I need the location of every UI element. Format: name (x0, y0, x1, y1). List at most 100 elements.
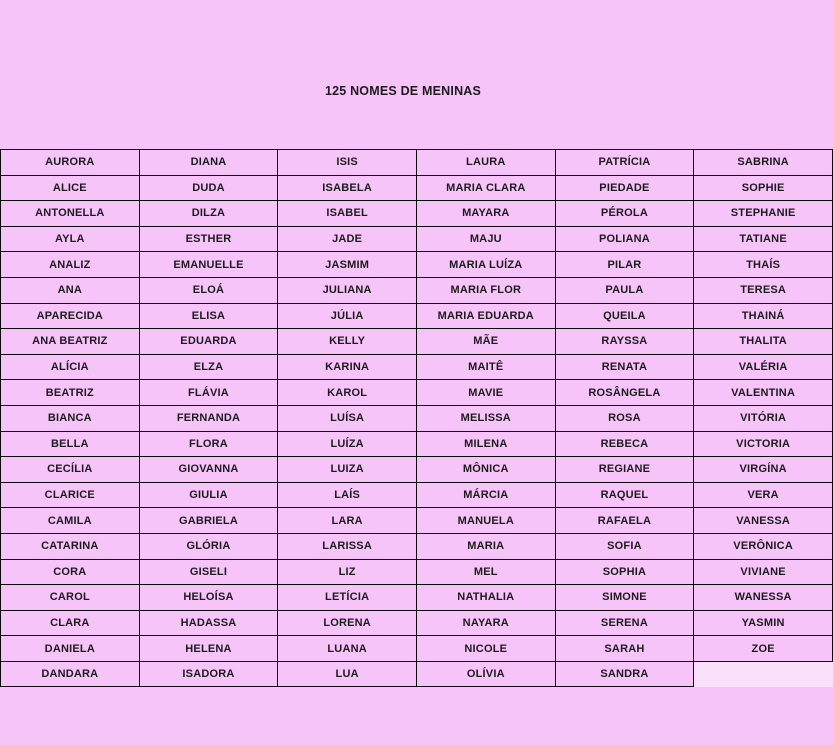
name-cell: JULIANA (277, 276, 417, 304)
table-row: ALICE DUDA ISABELA MARIA CLARA PIEDADE SOPHIE (0, 174, 833, 202)
name-cell: ISABEL (277, 200, 417, 227)
name-cell: MARIA EDUARDA (415, 302, 556, 330)
name-cell: MAVIE (415, 379, 556, 406)
name-cell: YASMIN (693, 609, 833, 637)
name-cell: GIULIA (138, 481, 279, 509)
name-cell: VALENTINA (693, 379, 833, 406)
name-cell: PILAR (554, 251, 695, 278)
empty-cell (693, 660, 833, 687)
name-cell: EDUARDA (138, 328, 279, 355)
name-cell: LUIZA (277, 456, 417, 483)
name-cell: QUEILA (554, 302, 695, 330)
name-cell: THAÍS (693, 251, 833, 278)
name-cell: ANALIZ (0, 251, 140, 278)
name-cell: ELZA (138, 353, 279, 381)
name-cell: JASMIM (277, 251, 417, 278)
name-cell: SERENA (554, 609, 695, 637)
name-cell: RAYSSA (554, 328, 695, 355)
name-cell: PAULA (554, 276, 695, 304)
name-cell: MAYARA (415, 200, 556, 227)
names-table-body: AURORA DIANA ISIS LAURA PATRÍCIA SABRINA ALICE… (0, 149, 833, 688)
name-cell: NATHALIA (415, 584, 556, 611)
name-cell: ELISA (138, 302, 279, 330)
name-cell: LORENA (277, 609, 417, 637)
name-cell: POLIANA (554, 225, 695, 253)
name-cell: MANUELA (415, 507, 556, 534)
table-row: DANIELA HELENA LUANA NICOLE SARAH ZOE (0, 635, 833, 662)
name-cell: APARECIDA (0, 302, 140, 330)
name-cell: MÃE (415, 328, 556, 355)
name-cell: MARIA LUÍZA (415, 251, 556, 278)
name-cell: EMANUELLE (138, 251, 279, 278)
name-cell: MELISSA (415, 404, 556, 432)
name-cell: ANTONELLA (0, 200, 140, 227)
name-cell: DILZA (138, 200, 279, 227)
table-row: BIANCA FERNANDA LUÍSA MELISSA ROSA VITÓRIA (0, 404, 833, 432)
name-cell: FLÁVIA (138, 379, 279, 406)
table-row: CLARA HADASSA LORENA NAYARA SERENA YASMIN (0, 609, 833, 637)
name-cell: GABRIELA (138, 507, 279, 534)
name-cell: BEATRIZ (0, 379, 140, 406)
name-cell: CLARICE (0, 481, 140, 509)
name-cell: NICOLE (415, 635, 556, 662)
table-row: ANTONELLA DILZA ISABEL MAYARA PÉROLA STEPHANI… (0, 200, 833, 227)
name-cell: LUANA (277, 635, 417, 662)
name-cell: DANIELA (0, 635, 140, 662)
name-cell: SARAH (554, 635, 695, 662)
name-cell: LARISSA (277, 532, 417, 560)
name-cell: MÔNICA (415, 456, 556, 483)
name-cell: MAJU (415, 225, 556, 253)
table-row: ALÍCIA ELZA KARINA MAITÊ RENATA VALÉRIA (0, 353, 833, 381)
table-row: CORA GISELI LIZ MEL SOPHIA VIVIANE (0, 558, 833, 586)
name-cell: SOPHIA (554, 558, 695, 586)
name-cell: VALÉRIA (693, 353, 833, 381)
table-row: ANA ELOÁ JULIANA MARIA FLOR PAULA TERESA (0, 276, 833, 304)
name-cell: MAITÊ (415, 353, 556, 381)
name-cell: VERÔNICA (693, 532, 833, 560)
name-cell: ANA (0, 276, 140, 304)
table-row: CAMILA GABRIELA LARA MANUELA RAFAELA VANESSA (0, 507, 833, 534)
name-cell: HELENA (138, 635, 279, 662)
name-cell: CAMILA (0, 507, 140, 534)
page-title: 125 NOMES DE MENINAS (324, 84, 482, 98)
name-cell: VITÓRIA (693, 404, 833, 432)
name-cell: RENATA (554, 353, 695, 381)
name-cell: THAINÁ (693, 302, 833, 330)
name-cell: ALÍCIA (0, 353, 140, 381)
name-cell: STEPHANIE (693, 200, 833, 227)
name-cell: ISADORA (138, 660, 279, 688)
name-cell: KARINA (277, 353, 417, 381)
name-cell: RAQUEL (554, 481, 695, 509)
name-cell: MILENA (415, 430, 556, 458)
name-cell: SOFIA (554, 532, 695, 560)
name-cell: MÁRCIA (415, 481, 556, 509)
name-cell: SOPHIE (693, 174, 833, 202)
name-cell: CAROL (0, 584, 140, 611)
name-cell: MARIA CLARA (415, 174, 556, 202)
name-cell: TATIANE (693, 225, 833, 253)
name-cell: DANDARA (0, 660, 140, 688)
name-cell: CECÍLIA (0, 456, 140, 483)
name-cell: PIEDADE (554, 174, 695, 202)
name-cell: JÚLIA (277, 302, 417, 330)
name-cell: GIOVANNA (138, 456, 279, 483)
name-cell: VERA (693, 481, 833, 509)
name-cell: AURORA (0, 149, 140, 176)
table-row: CLARICE GIULIA LAÍS MÁRCIA RAQUEL VERA (0, 481, 833, 509)
name-cell: MEL (415, 558, 556, 586)
name-cell: LUA (277, 660, 417, 688)
table-row: CAROL HELOÍSA LETÍCIA NATHALIA SIMONE WANESSA (0, 584, 833, 611)
name-cell: CORA (0, 558, 140, 586)
name-cell: MARIA (415, 532, 556, 560)
table-row: BELLA FLORA LUÍZA MILENA REBECA VICTORIA (0, 430, 833, 458)
name-cell: ZOE (693, 635, 833, 662)
name-cell: LETÍCIA (277, 584, 417, 611)
name-cell: SANDRA (554, 660, 695, 688)
name-cell: FERNANDA (138, 404, 279, 432)
name-cell: GISELI (138, 558, 279, 586)
name-cell: VICTORIA (693, 430, 833, 458)
name-cell: ISIS (277, 149, 417, 176)
name-cell: GLÓRIA (138, 532, 279, 560)
name-cell: BIANCA (0, 404, 140, 432)
table-row: CATARINA GLÓRIA LARISSA MARIA SOFIA VERÔNICA (0, 532, 833, 560)
